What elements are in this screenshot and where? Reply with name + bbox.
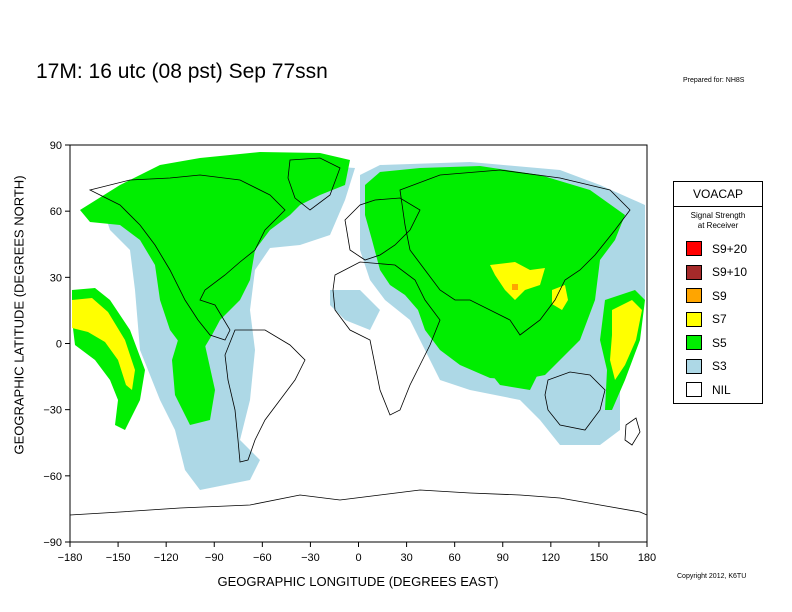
y-tick-label: 90	[50, 140, 62, 152]
legend-item-s9-10: S9+10	[674, 261, 762, 285]
legend-label: S9+20	[712, 241, 748, 256]
s3-region-atlantic	[330, 290, 380, 330]
legend-label: S7	[712, 312, 727, 327]
x-tick-label: 180	[638, 552, 656, 564]
legend-item-s9: S9	[674, 284, 762, 308]
x-tick-label: 30	[400, 552, 412, 564]
s5-region-indian-ocean	[480, 360, 540, 390]
coastline-north-america	[88, 174, 286, 341]
legend-label: S5	[712, 335, 727, 350]
legend-swatch	[686, 288, 702, 304]
legend-swatch	[686, 241, 702, 257]
y-tick-label: −90	[43, 537, 62, 549]
y-axis-label: GEOGRAPHIC LATITUDE (DEGREES NORTH)	[11, 175, 27, 455]
x-tick-label: −60	[253, 552, 272, 564]
s7-region-east-asia	[490, 262, 545, 300]
map-title: 17M: 16 utc (08 pst) Sep 77ssn	[36, 60, 328, 83]
x-tick-label: −150	[106, 552, 131, 564]
s5-region-pacific-east	[172, 340, 215, 425]
legend-swatch	[686, 311, 702, 327]
legend-item-s3: S3	[674, 355, 762, 379]
x-tick-label: 60	[449, 552, 461, 564]
longitude-ticks: −180 −150 −120 −90 −60 −30 0 30 60 90 120 150 180	[58, 542, 656, 564]
coastline-australia	[544, 371, 606, 431]
coastlines	[70, 157, 647, 516]
s9-region-east-asia	[512, 284, 518, 290]
x-tick-label: 90	[497, 552, 509, 564]
x-tick-label: −120	[154, 552, 179, 564]
y-tick-label: −30	[43, 405, 62, 417]
y-tick-label: 30	[50, 272, 62, 284]
s9-coverage	[512, 284, 518, 290]
x-tick-label: 120	[542, 552, 560, 564]
x-axis-label: GEOGRAPHIC LONGITUDE (DEGREES EAST)	[217, 574, 499, 589]
x-tick-label: −90	[205, 552, 224, 564]
x-tick-label: 0	[355, 552, 361, 564]
legend-items: S9+20 S9+10 S9 S7 S5 S3 NIL	[674, 237, 762, 402]
s7-region-southwest-pacific	[610, 300, 642, 380]
x-tick-label: −30	[301, 552, 320, 564]
legend-subtitle: Signal Strength at Receiver	[674, 211, 762, 231]
coverage-regions	[70, 152, 647, 516]
legend-subtitle-line2: at Receiver	[697, 221, 739, 230]
coastline-antarctica	[70, 489, 647, 516]
x-tick-label: −180	[58, 552, 83, 564]
legend-item-nil: NIL	[674, 378, 762, 402]
legend-swatch	[686, 382, 702, 398]
coastline-new-zealand	[624, 417, 641, 446]
legend-item-s7: S7	[674, 308, 762, 332]
y-tick-label: −60	[43, 471, 62, 483]
legend-subtitle-line1: Signal Strength	[690, 211, 746, 220]
legend-swatch	[686, 335, 702, 351]
signal-legend: VOACAP Signal Strength at Receiver S9+20…	[673, 181, 763, 404]
prepared-for-note: Prepared for: NH8S	[683, 77, 745, 84]
coastline-europe	[344, 197, 421, 261]
y-tick-label: 0	[56, 339, 62, 351]
s7-coverage	[72, 262, 642, 390]
s7-region-southeast-asia	[552, 285, 568, 310]
coastline-africa	[332, 261, 441, 416]
y-tick-label: 60	[50, 206, 62, 218]
x-tick-label: 150	[590, 552, 608, 564]
legend-swatch	[686, 264, 702, 280]
latitude-ticks: 90 60 30 0 −30 −60 −90	[43, 140, 70, 549]
legend-label: S9	[712, 288, 727, 303]
coastline-south-america	[224, 329, 306, 463]
legend-label: NIL	[712, 382, 731, 397]
legend-label: S9+10	[712, 265, 748, 280]
copyright-note: Copyright 2012, K6TU	[677, 573, 747, 580]
coastline-greenland	[287, 157, 341, 211]
s5-region-north-america	[80, 152, 350, 355]
legend-title: VOACAP	[674, 182, 762, 207]
legend-swatch	[686, 358, 702, 374]
legend-item-s9-20: S9+20	[674, 237, 762, 261]
legend-item-s5: S5	[674, 331, 762, 355]
s7-region-pacific-west	[72, 298, 135, 390]
coastline-asia	[399, 169, 631, 336]
legend-label: S3	[712, 359, 727, 374]
